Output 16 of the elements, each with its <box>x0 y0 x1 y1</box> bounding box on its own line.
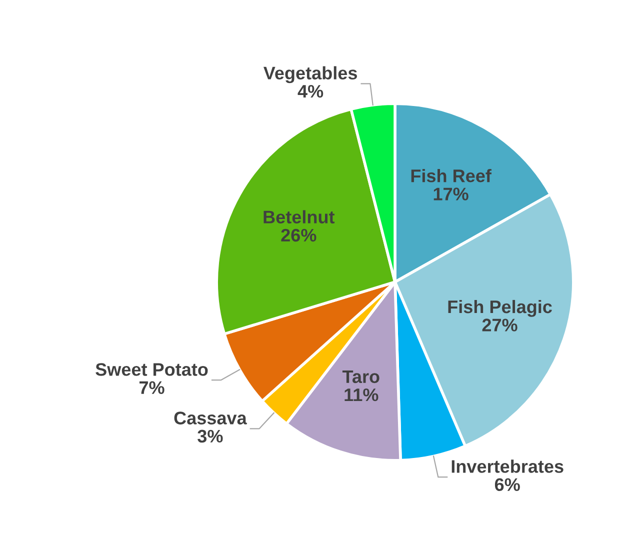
data-label: 6% <box>494 478 520 492</box>
data-label: 7% <box>139 381 164 394</box>
slice-label: Taro <box>342 370 380 384</box>
data-label: 26% <box>281 228 316 242</box>
slice-label: Betelnut <box>264 210 335 224</box>
slice-label: Vegetables <box>264 66 357 84</box>
data-label: 3% <box>198 430 223 443</box>
data-label: 27% <box>482 318 518 332</box>
data-label: 4% <box>298 84 324 98</box>
slice-label: Fish Pelagic <box>448 300 552 317</box>
slice-label: Invertebrates <box>452 460 564 473</box>
slice-label: Sweet Potato <box>96 363 208 376</box>
data-label: 11% <box>344 388 378 402</box>
slice-label: Fish Reef <box>411 169 492 182</box>
slice-label: Cassava <box>174 412 247 424</box>
data-label: 17% <box>434 188 468 200</box>
